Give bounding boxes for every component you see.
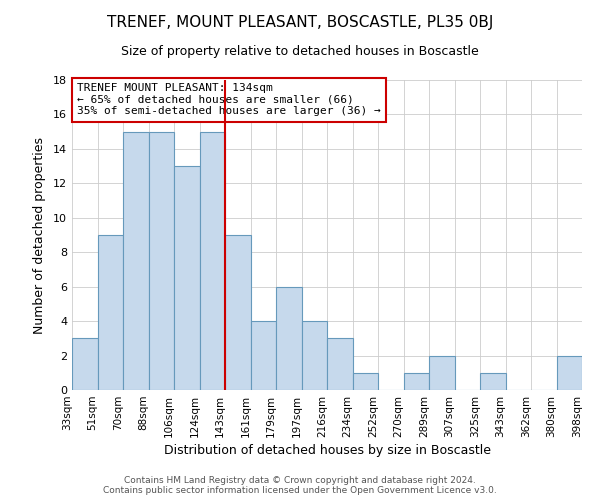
- Text: TRENEF, MOUNT PLEASANT, BOSCASTLE, PL35 0BJ: TRENEF, MOUNT PLEASANT, BOSCASTLE, PL35 …: [107, 15, 493, 30]
- Bar: [480, 373, 505, 390]
- Y-axis label: Number of detached properties: Number of detached properties: [33, 136, 46, 334]
- Bar: [404, 373, 429, 390]
- Bar: [123, 132, 149, 390]
- Bar: [557, 356, 582, 390]
- Bar: [149, 132, 174, 390]
- Bar: [251, 321, 276, 390]
- Bar: [72, 338, 97, 390]
- Bar: [174, 166, 199, 390]
- Bar: [353, 373, 378, 390]
- Text: Contains HM Land Registry data © Crown copyright and database right 2024.
Contai: Contains HM Land Registry data © Crown c…: [103, 476, 497, 495]
- Bar: [97, 235, 123, 390]
- Text: Size of property relative to detached houses in Boscastle: Size of property relative to detached ho…: [121, 45, 479, 58]
- Text: TRENEF MOUNT PLEASANT: 134sqm
← 65% of detached houses are smaller (66)
35% of s: TRENEF MOUNT PLEASANT: 134sqm ← 65% of d…: [77, 83, 381, 116]
- Bar: [429, 356, 455, 390]
- X-axis label: Distribution of detached houses by size in Boscastle: Distribution of detached houses by size …: [163, 444, 491, 457]
- Bar: [199, 132, 225, 390]
- Bar: [327, 338, 353, 390]
- Bar: [225, 235, 251, 390]
- Bar: [302, 321, 327, 390]
- Bar: [276, 286, 302, 390]
